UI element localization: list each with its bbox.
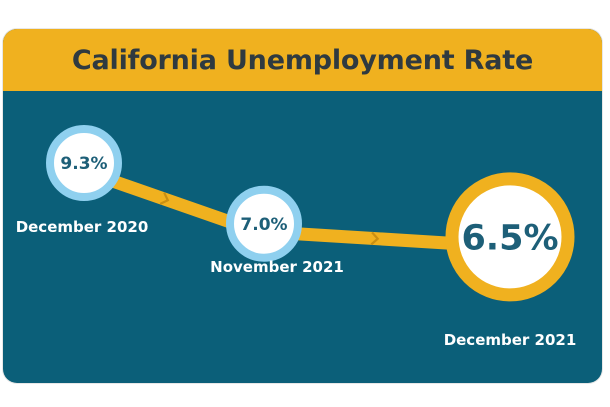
connector-arrow-icon bbox=[370, 231, 380, 246]
category-label: November 2021 bbox=[210, 258, 344, 276]
connector-arrow-icon bbox=[159, 192, 170, 205]
highlight-point bbox=[445, 172, 575, 302]
data-label: 7.0% bbox=[240, 215, 287, 235]
data-point bbox=[226, 185, 302, 262]
category-label: December 2021 bbox=[444, 331, 577, 349]
data-label: 9.3% bbox=[60, 154, 107, 174]
data-point bbox=[46, 125, 122, 201]
category-label: December 2020 bbox=[16, 218, 149, 236]
chart-title: California Unemployment Rate bbox=[71, 44, 534, 76]
data-label: 6.5% bbox=[461, 219, 558, 259]
header-bar: California Unemployment Rate bbox=[3, 29, 602, 91]
